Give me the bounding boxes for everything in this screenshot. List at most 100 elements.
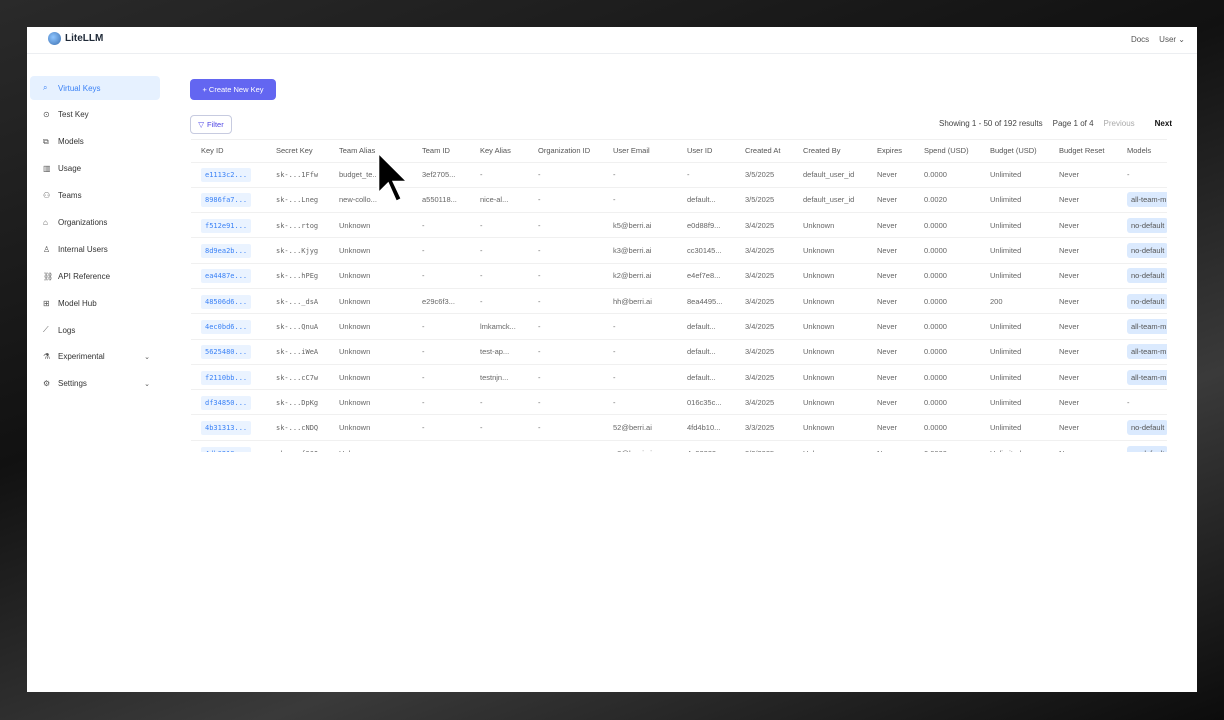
key-id-link[interactable]: f2110bb... xyxy=(201,370,252,385)
cell-value: new-collo... xyxy=(339,195,377,205)
table-row[interactable]: df34850... sk-...DpKg Unknown - - - - 016c35c..… xyxy=(191,389,1167,415)
secret-key: sk-...Lneg xyxy=(276,196,319,205)
table-cell: Never xyxy=(1049,186,1117,213)
cell-value: - xyxy=(480,449,483,452)
key-search-icon: ⌕ xyxy=(43,83,48,92)
sidebar-item-internal-users[interactable]: ♙ Internal Users xyxy=(30,237,160,261)
sidebar-item-logs[interactable]: ⟋ Logs xyxy=(30,318,160,342)
sidebar-item-organizations[interactable]: ⌂ Organizations xyxy=(30,210,160,234)
table-cell: - xyxy=(412,262,470,289)
sidebar-item-teams[interactable]: ⚇ Teams xyxy=(30,184,160,208)
cell-value: - xyxy=(422,271,425,281)
key-id-link[interactable]: 5625480... xyxy=(201,345,252,360)
sidebar-item-virtual-keys[interactable]: ⌕ Virtual Keys xyxy=(30,76,160,100)
cell-value: 0.0000 xyxy=(924,397,947,407)
table-cell: - xyxy=(1117,161,1167,188)
table-cell: 0.0000 xyxy=(914,389,980,415)
column-header[interactable]: Organization ID xyxy=(538,146,591,156)
sidebar-item-experimental[interactable]: ⚗ Experimental ⌄ xyxy=(30,345,160,369)
table-cell: 3/4/2025 xyxy=(735,262,793,289)
table-row[interactable]: 4db0218... sk-...f30Q Unknown - - - n8@berri.a… xyxy=(191,439,1167,452)
table-cell: Never xyxy=(1049,414,1117,441)
column-header[interactable]: Created At xyxy=(745,146,781,156)
keys-table-container[interactable]: Key ID Secret Key Team Alias Team ID Key Ali… xyxy=(191,139,1167,452)
user-menu[interactable]: User ⌄ xyxy=(1159,35,1185,44)
create-new-key-button[interactable]: + Create New Key xyxy=(190,79,276,100)
key-id-link[interactable]: e1113c2... xyxy=(201,168,252,183)
table-row[interactable]: e1113c2... sk-...1Ffw budget_te... 3ef2705.… xyxy=(191,161,1167,188)
table-row[interactable]: f512e91... sk-...rtog Unknown - - - k5@berri.a… xyxy=(191,212,1167,238)
sidebar-item-label: Usage xyxy=(58,164,82,174)
cell-value: - xyxy=(538,321,541,331)
cell-value: - xyxy=(613,195,616,205)
cell-value: - xyxy=(613,397,616,407)
column-header[interactable]: Expires xyxy=(877,146,903,156)
cell-value: default... xyxy=(687,372,716,382)
column-header[interactable]: Models xyxy=(1127,146,1152,156)
sidebar-item-usage[interactable]: ▥ Usage xyxy=(30,157,160,181)
key-id-link[interactable]: 4db0218... xyxy=(201,446,252,452)
column-header[interactable]: Created By xyxy=(803,146,841,156)
table-row[interactable]: ea4487e... sk-...hPEg Unknown - - - k2@berri.a… xyxy=(191,262,1167,289)
table-cell: e4ef7e8... xyxy=(677,262,735,289)
sidebar-item-test-key[interactable]: ⊙ Test Key xyxy=(30,103,160,127)
key-id-link[interactable]: 4b31313... xyxy=(201,421,252,436)
cell-value: Never xyxy=(877,296,898,306)
column-header[interactable]: User Email xyxy=(613,146,650,156)
column-header[interactable]: Key Alias xyxy=(480,146,511,156)
key-id-link[interactable]: 8986fa7... xyxy=(201,193,252,208)
table-row[interactable]: 4b31313... sk-...cNDQ Unknown - - - 52@berri.a… xyxy=(191,414,1167,441)
column-header[interactable]: Spend (USD) xyxy=(924,146,969,156)
table-cell: Unknown xyxy=(329,262,412,289)
table-cell: no-default xyxy=(1117,212,1167,238)
column-header[interactable]: Team ID xyxy=(422,146,450,156)
filter-icon: ▽ xyxy=(198,120,205,129)
column-header[interactable]: Secret Key xyxy=(276,146,313,156)
table-cell: testnjn... xyxy=(470,363,528,390)
table-cell: 3/4/2025 xyxy=(735,212,793,238)
table-row[interactable]: 5625480... sk-...iWeA Unknown - test-ap... - -… xyxy=(191,338,1167,365)
table-cell: 8ea4495... xyxy=(677,287,735,314)
next-button[interactable]: Next xyxy=(1154,119,1172,128)
sidebar-item-models[interactable]: ⧉ Models xyxy=(30,130,160,154)
key-id-link[interactable]: f512e91... xyxy=(201,218,252,233)
cell-value: Unknown xyxy=(803,296,835,306)
table-row[interactable]: 48506d6... sk-..._dsA Unknown e29c6f3... - - h… xyxy=(191,287,1167,314)
table-cell: - xyxy=(412,414,470,441)
sidebar-item-model-hub[interactable]: ⊞ Model Hub xyxy=(30,291,160,315)
cell-value: - xyxy=(687,170,690,180)
table-cell: Unlimited xyxy=(980,414,1049,441)
key-id-link[interactable]: ea4487e... xyxy=(201,269,252,284)
column-header[interactable]: User ID xyxy=(687,146,713,156)
table-cell: - xyxy=(528,363,603,390)
table-cell: 8d9ea2b... xyxy=(191,237,266,264)
cell-value: - xyxy=(480,170,483,180)
column-header[interactable]: Budget Reset xyxy=(1059,146,1105,156)
table-row[interactable]: 8d9ea2b... sk-...Kjyg Unknown - - - k3@berri.a… xyxy=(191,237,1167,264)
table-cell: sk-...Lneg xyxy=(266,186,329,213)
table-cell: - xyxy=(470,212,528,238)
docs-link[interactable]: Docs xyxy=(1130,35,1150,44)
table-cell: sk-...rtog xyxy=(266,212,329,238)
table-row[interactable]: 4ec0bd6... sk-...QnuA Unknown - lmkamck... - -… xyxy=(191,313,1167,340)
table-cell: Unknown xyxy=(793,389,867,415)
previous-button[interactable]: Previous xyxy=(1103,119,1135,128)
table-row[interactable]: f2110bb... sk-...cC7w Unknown - testnjn... - -… xyxy=(191,363,1167,390)
sidebar-item-settings[interactable]: ⚙ Settings ⌄ xyxy=(30,372,160,396)
column-header[interactable]: Budget (USD) xyxy=(990,146,1037,156)
column-header[interactable]: Team Alias xyxy=(339,146,376,156)
table-cell: Unknown xyxy=(793,363,867,390)
key-id-link[interactable]: 4ec0bd6... xyxy=(201,319,252,334)
sidebar-item-api-reference[interactable]: ⛓ API Reference xyxy=(30,264,160,288)
filter-button[interactable]: ▽ Filter xyxy=(190,115,232,134)
model-badge: no-default xyxy=(1127,445,1167,452)
key-id-link[interactable]: df34850... xyxy=(201,395,252,410)
key-id-link[interactable]: 48506d6... xyxy=(201,294,252,309)
column-header[interactable]: Key ID xyxy=(201,146,224,156)
table-cell: Unknown xyxy=(329,363,412,390)
logo-icon xyxy=(48,32,61,45)
logo[interactable]: LiteLLM xyxy=(48,32,103,45)
table-row[interactable]: 8986fa7... sk-...Lneg new-collo... a550118.… xyxy=(191,186,1167,213)
table-cell: - xyxy=(412,237,470,264)
key-id-link[interactable]: 8d9ea2b... xyxy=(201,244,252,259)
